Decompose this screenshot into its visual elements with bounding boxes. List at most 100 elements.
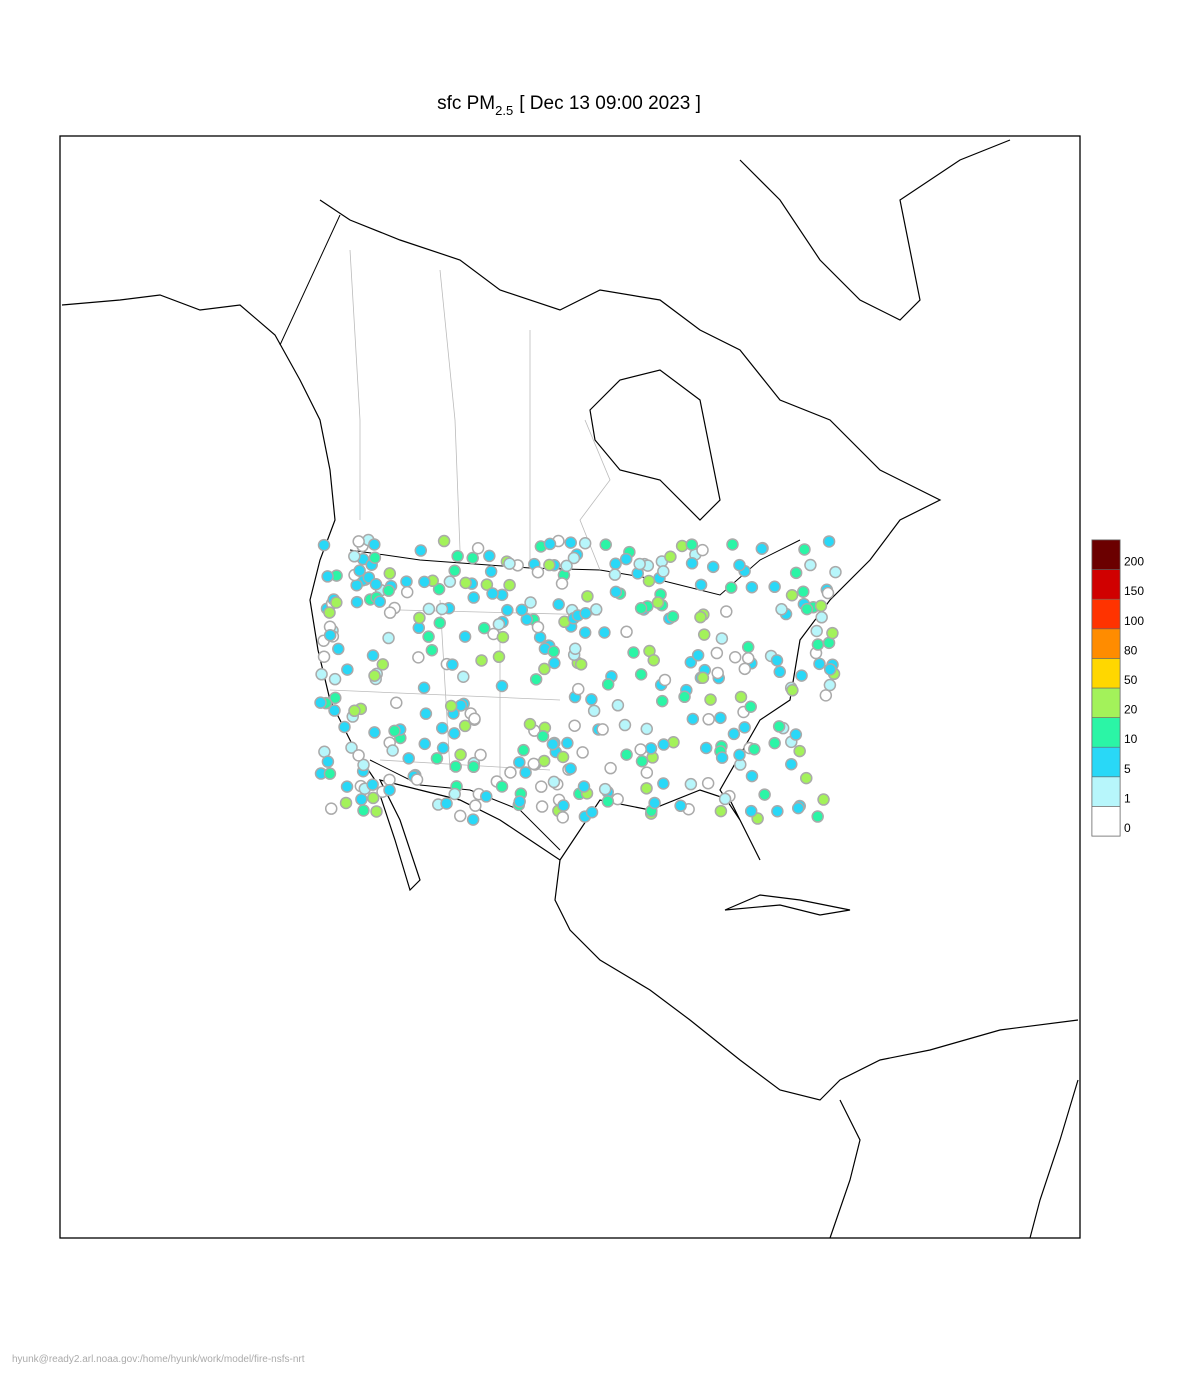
colorbar-box	[1091, 628, 1121, 659]
station-dot	[317, 538, 331, 552]
station-dot	[458, 630, 472, 643]
station-dot	[437, 534, 451, 548]
station-dot	[706, 560, 720, 574]
station-dot	[368, 726, 381, 739]
coastline	[589, 369, 721, 521]
station-dot	[523, 717, 537, 731]
station-dot	[768, 580, 781, 594]
map-title: sfc PM2.5 [ Dec 13 09:00 2023 ]	[437, 93, 701, 118]
colorbar-label: 80	[1124, 643, 1138, 657]
station-dot	[383, 567, 397, 580]
station-dot	[466, 551, 479, 565]
station-dot	[785, 757, 798, 771]
station-dot	[789, 566, 803, 580]
station-dot	[694, 610, 707, 624]
coastline	[829, 1099, 861, 1239]
colorbar-box	[1091, 569, 1121, 600]
station-dot	[492, 617, 506, 631]
station-dot	[604, 761, 617, 775]
station-dot	[797, 585, 810, 598]
station-dot	[817, 793, 830, 806]
station-dot	[755, 542, 769, 555]
station-dot	[726, 538, 739, 551]
station-dot	[804, 558, 817, 572]
station-dot	[449, 760, 462, 773]
station-dot	[704, 693, 717, 706]
station-dot	[440, 797, 453, 810]
station-dot	[536, 729, 550, 743]
station-dot	[620, 625, 633, 639]
station-dot	[382, 631, 395, 645]
station-dot	[720, 605, 733, 618]
station-dot	[640, 766, 654, 779]
station-dot	[350, 595, 364, 609]
station-dot	[734, 690, 748, 704]
station-dot	[324, 802, 338, 815]
station-dot	[480, 790, 493, 803]
station-dot	[486, 587, 499, 600]
station-dot	[368, 551, 382, 564]
station-dot	[373, 595, 387, 608]
station-dot	[657, 777, 670, 790]
colorbar-label: 1	[1124, 791, 1131, 805]
station-dot	[495, 679, 509, 693]
station-dot	[414, 544, 428, 557]
station-dot	[699, 741, 713, 755]
station-dot	[515, 603, 529, 617]
station-dot	[443, 575, 457, 588]
station-dot	[388, 724, 401, 738]
title-subscript: 2.5	[495, 103, 513, 118]
station-dot	[744, 700, 757, 713]
station-dot	[640, 722, 654, 736]
station-dot	[685, 538, 699, 551]
station-dot	[468, 712, 481, 726]
colorbar-label: 200	[1124, 555, 1144, 569]
station-dot	[814, 599, 828, 613]
station-dot	[773, 665, 786, 679]
colorbar-label: 5	[1124, 762, 1131, 776]
coastline	[319, 199, 942, 861]
station-dot	[467, 760, 480, 774]
colorbar-label: 100	[1124, 614, 1144, 628]
station-dot	[513, 756, 526, 769]
station-dot	[589, 603, 603, 616]
colorbar-box	[1091, 687, 1121, 718]
station-dot	[647, 654, 660, 667]
station-dot	[471, 542, 485, 555]
station-dot	[552, 598, 565, 611]
station-dot	[538, 662, 551, 676]
station-dot	[433, 616, 447, 630]
colorbar-box	[1091, 658, 1121, 689]
station-dot	[418, 737, 431, 751]
station-dot	[696, 671, 710, 684]
station-dot	[370, 805, 383, 818]
station-dot	[417, 681, 431, 695]
station-dot	[775, 603, 788, 616]
station-dot	[422, 602, 436, 616]
station-dot	[376, 658, 390, 671]
station-dot	[330, 596, 343, 609]
station-dot	[422, 630, 435, 643]
station-dot	[352, 749, 365, 762]
station-dot	[448, 727, 461, 740]
station-dot	[599, 538, 612, 551]
station-dot	[686, 712, 700, 726]
station-dot	[448, 787, 461, 801]
station-dot	[811, 810, 824, 823]
station-dot	[658, 673, 672, 687]
station-dot	[432, 582, 446, 596]
station-dot	[357, 758, 370, 772]
station-dot	[467, 591, 480, 604]
station-dot	[684, 656, 698, 669]
station-dot	[321, 570, 334, 583]
station-dot	[547, 775, 561, 789]
station-dot	[741, 651, 755, 665]
station-dot	[701, 777, 715, 790]
station-dot	[578, 537, 592, 550]
station-dot	[568, 642, 582, 655]
station-dot	[567, 551, 581, 565]
station-dot	[619, 552, 633, 566]
station-dot	[815, 611, 828, 624]
station-dot	[454, 809, 467, 823]
station-dot	[702, 713, 715, 726]
